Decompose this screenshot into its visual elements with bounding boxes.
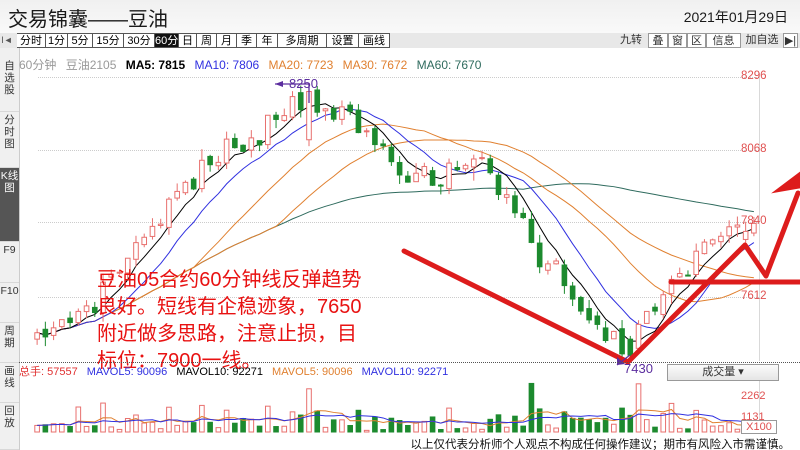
- svg-text:8250: 8250: [289, 76, 318, 91]
